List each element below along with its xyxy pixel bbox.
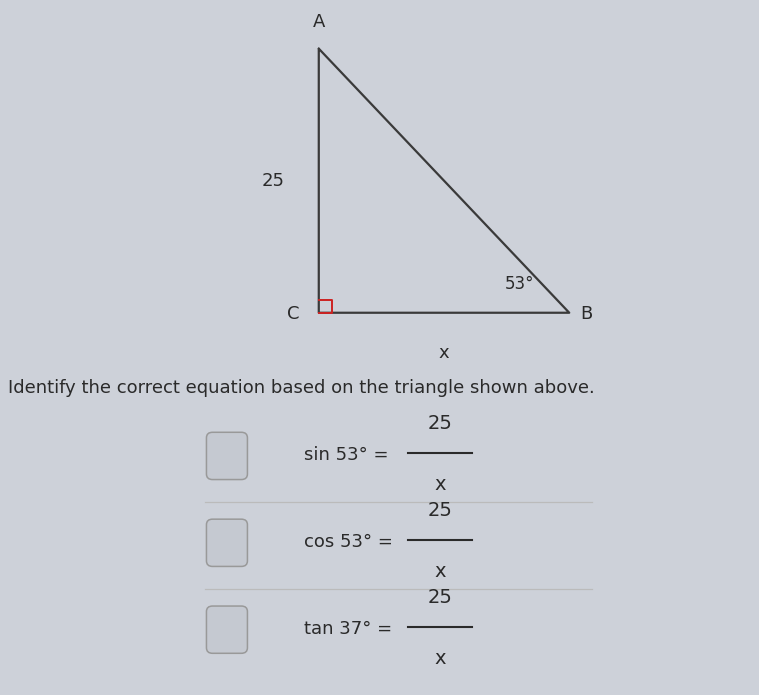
Text: 25: 25: [262, 172, 285, 190]
FancyBboxPatch shape: [206, 606, 247, 653]
Text: 25: 25: [428, 588, 452, 607]
FancyBboxPatch shape: [206, 519, 247, 566]
Text: x: x: [439, 344, 449, 362]
Text: Identify the correct equation based on the triangle shown above.: Identify the correct equation based on t…: [8, 379, 594, 397]
Text: cos 53° =: cos 53° =: [304, 533, 398, 551]
Text: 53°: 53°: [505, 275, 534, 293]
Text: tan 37° =: tan 37° =: [304, 620, 398, 638]
Text: sin 53° =: sin 53° =: [304, 446, 394, 464]
Text: x: x: [434, 475, 446, 494]
FancyBboxPatch shape: [206, 432, 247, 480]
Text: A: A: [313, 13, 325, 31]
Text: 25: 25: [428, 414, 452, 433]
Text: B: B: [581, 305, 593, 323]
Text: x: x: [434, 562, 446, 581]
Text: 25: 25: [428, 501, 452, 520]
Text: C: C: [288, 305, 300, 323]
Text: x: x: [434, 649, 446, 668]
